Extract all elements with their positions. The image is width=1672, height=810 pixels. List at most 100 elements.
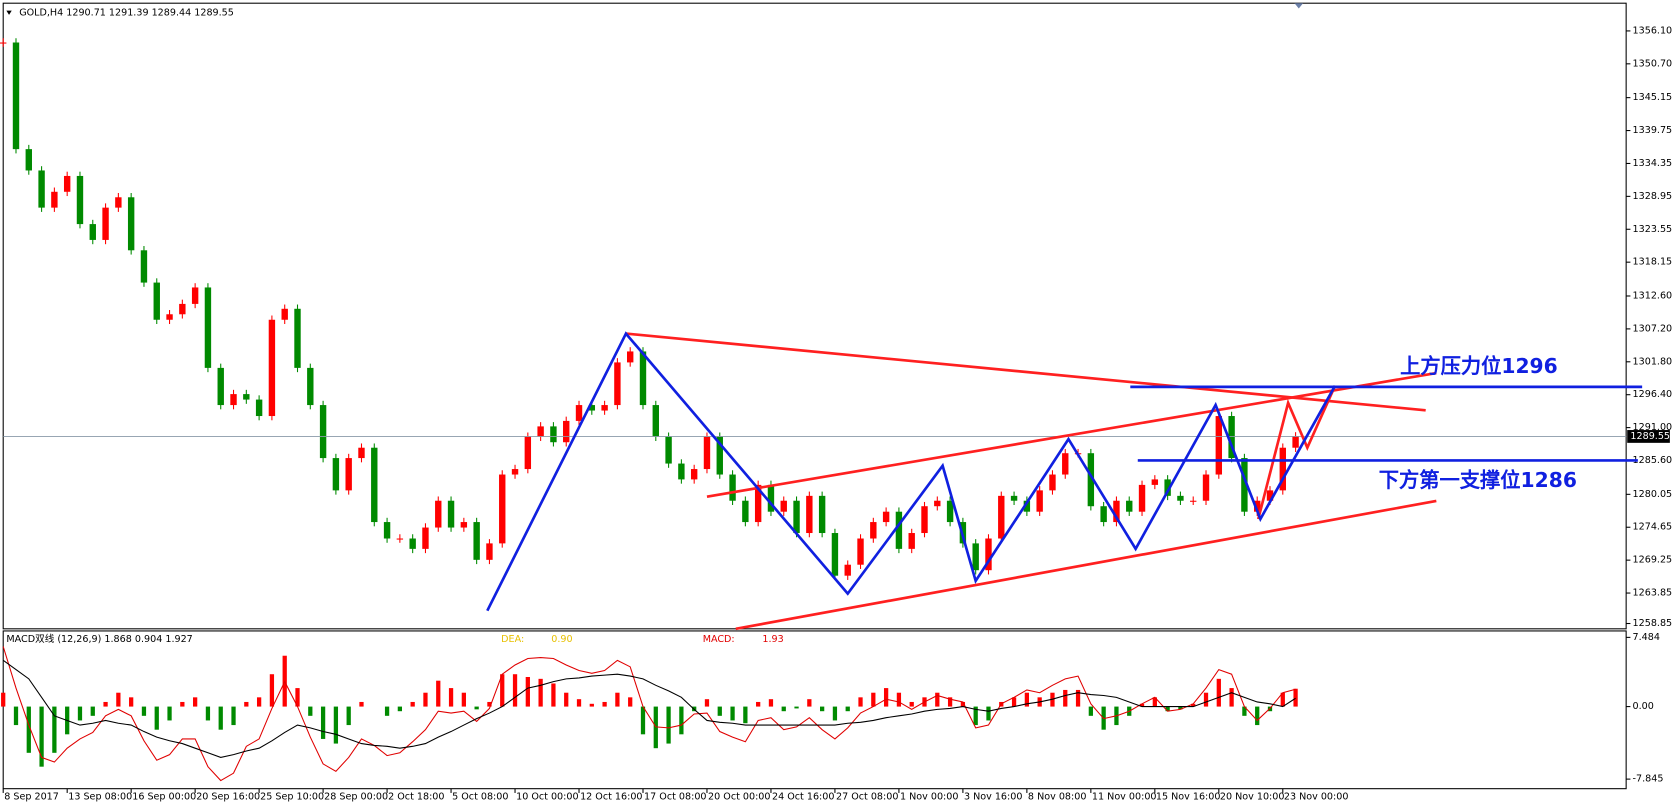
- macd-bar: [538, 678, 543, 707]
- candle: [908, 533, 915, 549]
- candle: [422, 527, 429, 549]
- y-tick-label: 1318.15: [1633, 257, 1672, 268]
- dea-label: DEA:: [501, 634, 524, 645]
- macd-bar: [90, 706, 95, 716]
- macd-bar: [807, 699, 812, 707]
- candle: [793, 500, 800, 534]
- macd-bar: [1242, 706, 1247, 716]
- candle: [985, 538, 992, 571]
- y-tick-label: 1291.00: [1633, 422, 1672, 433]
- candle: [243, 394, 250, 400]
- candle: [217, 367, 224, 406]
- candle: [63, 175, 71, 192]
- y-tick-label: 1258.85: [1633, 618, 1672, 629]
- macd-bar: [1165, 706, 1170, 712]
- annotation: 上方压力位1296: [1400, 354, 1558, 378]
- macd-bar: [141, 706, 147, 716]
- y-tick-label: 1345.15: [1633, 92, 1672, 103]
- x-tick-label: 10 Oct 00:00: [516, 792, 578, 803]
- candle: [1292, 436, 1299, 448]
- candle: [345, 458, 352, 491]
- macd-bar: [871, 692, 876, 707]
- macd-bar: [1075, 689, 1081, 707]
- macd-bar: [231, 706, 236, 726]
- y-tick-label: 7.484: [1633, 632, 1660, 643]
- x-tick-label: 20 Sep 16:00: [196, 792, 260, 803]
- candle: [575, 405, 583, 421]
- candle: [396, 538, 404, 540]
- candle: [1177, 495, 1184, 501]
- macd-bar: [628, 697, 633, 707]
- candle: [499, 474, 506, 544]
- candle: [486, 543, 493, 560]
- macd-bar: [845, 706, 850, 712]
- candle: [473, 522, 480, 560]
- x-tick-label: 11 Nov 00:00: [1092, 792, 1157, 803]
- candle: [844, 564, 851, 576]
- candle: [690, 469, 698, 480]
- y-tick-label: 1285.60: [1633, 455, 1672, 466]
- candle: [25, 149, 32, 171]
- x-tick-label: 25 Sep 10:00: [260, 792, 324, 803]
- candle: [780, 500, 787, 512]
- macd-bar: [602, 701, 607, 707]
- candle: [524, 436, 532, 470]
- annotation: 下方第一支撑位1286: [1379, 468, 1577, 492]
- x-tick-label: 15 Nov 16:00: [1156, 792, 1221, 803]
- candle: [1164, 479, 1171, 496]
- candle: [946, 500, 954, 523]
- y-tick-label: 1296.40: [1633, 389, 1672, 400]
- macd-bar: [525, 676, 530, 707]
- macd-bar: [244, 701, 249, 707]
- candle: [255, 399, 263, 417]
- macd-bar: [551, 683, 556, 707]
- macd-bar: [500, 674, 505, 707]
- macd-header: MACD双线 (12,26,9) 1.868 0.904 1.927: [6, 633, 192, 645]
- macd-bar: [935, 692, 940, 707]
- macd-bar: [1203, 692, 1209, 707]
- macd-bar: [1011, 697, 1017, 707]
- drawings: [486, 331, 1643, 631]
- trend-line: [706, 371, 1437, 498]
- y-tick-label: 1269.25: [1633, 555, 1672, 566]
- macd-bar: [205, 706, 211, 721]
- y-tick-label: 1334.35: [1633, 158, 1672, 169]
- candle: [179, 303, 186, 315]
- candle: [1062, 453, 1069, 475]
- macd-bar: [781, 706, 786, 712]
- candle: [665, 436, 672, 464]
- x-tick-label: 16 Sep 00:00: [132, 792, 196, 803]
- candle: [230, 394, 237, 406]
- macd-value: 1.93: [762, 634, 783, 645]
- y-tick-label: 1350.70: [1633, 58, 1672, 69]
- candle: [1049, 474, 1056, 491]
- candle: [857, 538, 864, 565]
- candle: [729, 474, 736, 501]
- macd-bar: [1152, 697, 1157, 707]
- macd-bar: [973, 706, 978, 726]
- macd-bar: [1216, 678, 1221, 707]
- macd-bar: [359, 701, 364, 707]
- y-tick-label: 1307.20: [1633, 323, 1672, 334]
- x-tick-label: 28 Sep 00:00: [324, 792, 388, 803]
- macd-bar: [986, 706, 991, 721]
- candle: [998, 495, 1005, 539]
- macd-bar: [730, 706, 735, 721]
- candle: [294, 308, 301, 368]
- y-tick-label: 1323.55: [1633, 224, 1672, 235]
- macd-bar: [1229, 688, 1234, 707]
- x-tick-label: 20 Oct 00:00: [708, 792, 770, 803]
- candle: [716, 436, 723, 475]
- y-tick-label: 1280.05: [1633, 489, 1672, 500]
- macd-bar: [794, 706, 799, 709]
- macd-bar: [1178, 706, 1183, 710]
- candle: [870, 522, 877, 539]
- candle: [38, 170, 45, 208]
- macd-bar: [909, 701, 914, 707]
- macd-bar: [218, 706, 223, 730]
- candle: [1241, 458, 1248, 512]
- y-tick-label: 1301.80: [1633, 356, 1672, 367]
- y-tick-label: 1339.75: [1633, 125, 1672, 136]
- macd-bar: [320, 706, 326, 739]
